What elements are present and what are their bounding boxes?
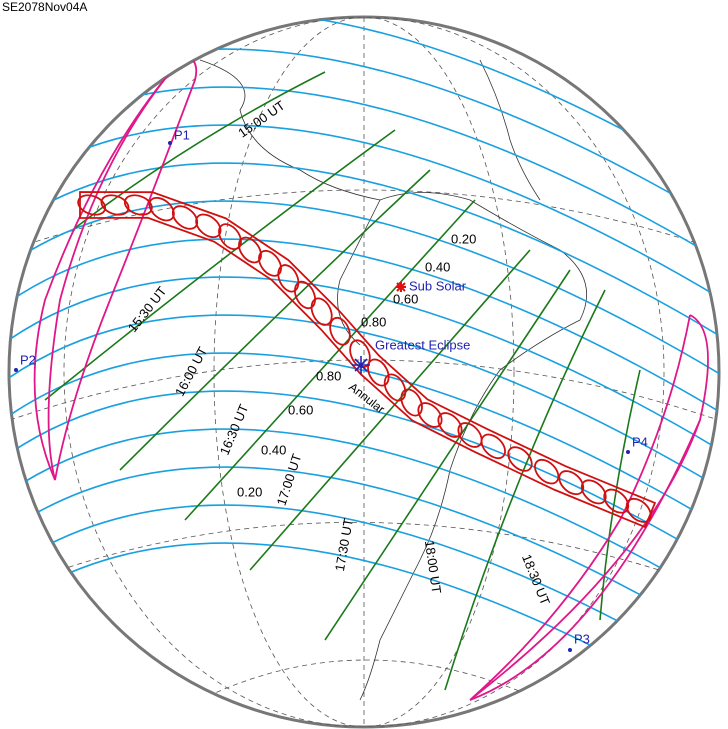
map-title: SE2078Nov04A [2,0,87,14]
magnitude-line [9,466,719,647]
time-line [44,129,396,401]
magnitude-label: 0.60 [393,291,418,306]
time-line [444,289,606,691]
contact-dot [568,648,572,652]
umbra-ellipse [625,497,652,523]
umbra-ellipse [310,297,333,326]
magnitude-label: 0.40 [261,442,286,457]
umbra-ellipse [534,458,560,485]
magnitude-line [9,504,719,685]
magnitude-label: 0.20 [451,231,476,246]
magnitude-label: 0.20 [237,484,262,499]
limit-curves [33,54,709,701]
umbra-ellipse [558,470,585,496]
contact-label: P4 [632,434,648,449]
umbra-ellipse [580,479,607,505]
time-line [119,169,431,471]
umbra-ellipse [171,205,199,230]
contact-label: P2 [20,352,36,367]
greatest-eclipse-label: Greatest Eclipse [375,337,470,352]
umbra-ellipse [480,433,506,460]
contacts: P1 P2 P3 P4 [14,127,648,652]
magnitude-label: 0.60 [288,402,313,417]
umbra-ellipse [457,422,483,448]
magnitude-line [9,162,719,343]
magnitude-label: 0.80 [361,314,386,329]
contact-label: P3 [574,631,590,646]
time-line [184,199,476,521]
contact-label: P1 [174,127,190,142]
umbra-ellipse [400,388,423,417]
magnitude-label: 0.80 [316,368,341,383]
time-line [599,369,641,621]
umbra-ellipse [603,488,630,514]
sub-solar-label: Sub Solar [409,278,467,293]
umbra-ellipse [218,223,242,251]
contact-dot [14,368,18,372]
time-line [324,269,571,641]
eclipse-path [77,191,657,529]
time-line [249,249,531,571]
magnitude-label: 0.40 [425,259,450,274]
greatest-eclipse-marker [352,356,370,374]
contact-dot [168,141,172,145]
sub-solar-marker [396,282,406,292]
time-lines [44,71,641,691]
contact-dot [626,450,630,454]
magnitude-line [9,428,719,609]
magnitude-line [9,390,719,571]
umbra-ellipse [238,236,262,264]
umbra-ellipse [507,446,533,472]
magnitude-labels: 0.20 0.40 0.60 0.80 0.80 0.60 0.40 0.20 [237,231,476,499]
umbra-ellipse [148,196,175,222]
time-label: 18:00 UT [422,539,444,594]
umbra-ellipse [349,339,371,369]
path-outline [79,191,657,529]
magnitude-line [9,238,719,419]
magnitude-line [9,352,719,533]
magnitude-line [9,314,719,495]
umbra-ellipse [329,316,351,346]
